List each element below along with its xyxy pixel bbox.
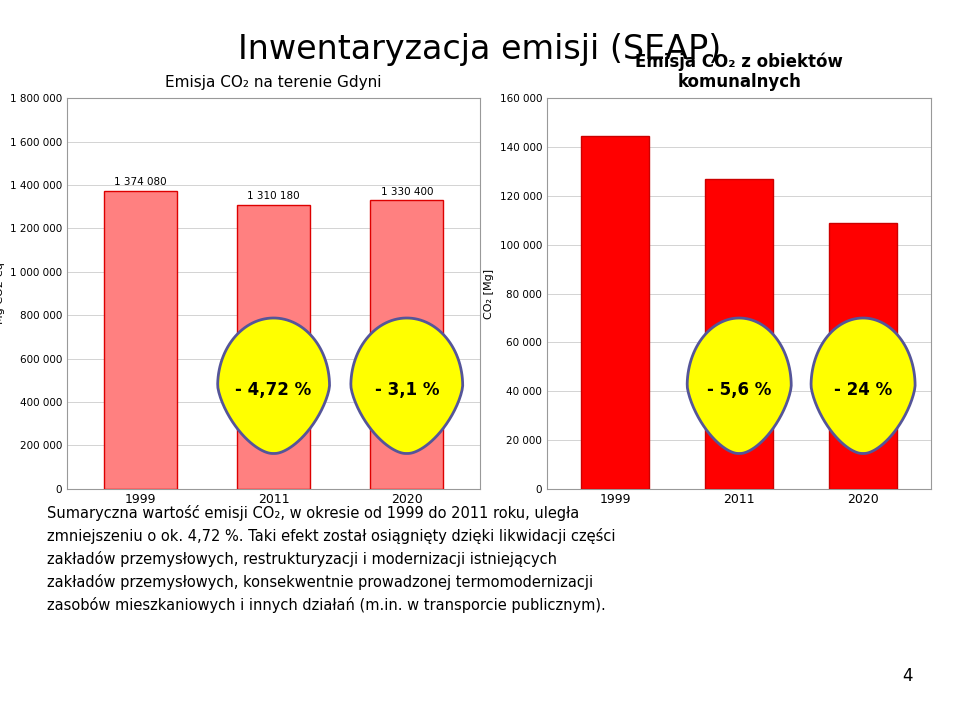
Text: Inwentaryzacja emisji (SEAP): Inwentaryzacja emisji (SEAP)	[238, 33, 722, 65]
Polygon shape	[218, 318, 329, 453]
Polygon shape	[350, 318, 463, 453]
Bar	[706, 179, 773, 489]
Bar	[371, 200, 444, 489]
Bar	[581, 136, 649, 489]
Text: - 5,6 %: - 5,6 %	[707, 381, 772, 399]
Polygon shape	[811, 318, 915, 453]
Text: - 24 %: - 24 %	[834, 381, 892, 399]
Text: 1 330 400: 1 330 400	[380, 187, 433, 197]
Text: 1 310 180: 1 310 180	[248, 191, 300, 201]
Y-axis label: Mg CO2-eq: Mg CO2-eq	[0, 262, 5, 325]
Text: 4: 4	[902, 667, 913, 685]
Y-axis label: CO₂ [Mg]: CO₂ [Mg]	[484, 269, 494, 318]
Text: - 3,1 %: - 3,1 %	[374, 381, 439, 399]
Bar	[829, 223, 898, 489]
Title: Emisja CO₂ na terenie Gdyni: Emisja CO₂ na terenie Gdyni	[165, 75, 382, 90]
Bar	[104, 191, 177, 489]
Text: 1 374 080: 1 374 080	[114, 177, 167, 188]
Polygon shape	[687, 318, 791, 453]
Text: Sumaryczna wartość emisji CO₂, w okresie od 1999 do 2011 roku, uległa
zmniejszen: Sumaryczna wartość emisji CO₂, w okresie…	[47, 505, 615, 614]
Text: - 4,72 %: - 4,72 %	[235, 381, 312, 399]
Title: Emisja CO₂ z obiektów
komunalnych: Emisja CO₂ z obiektów komunalnych	[636, 52, 843, 91]
Bar	[237, 205, 310, 489]
